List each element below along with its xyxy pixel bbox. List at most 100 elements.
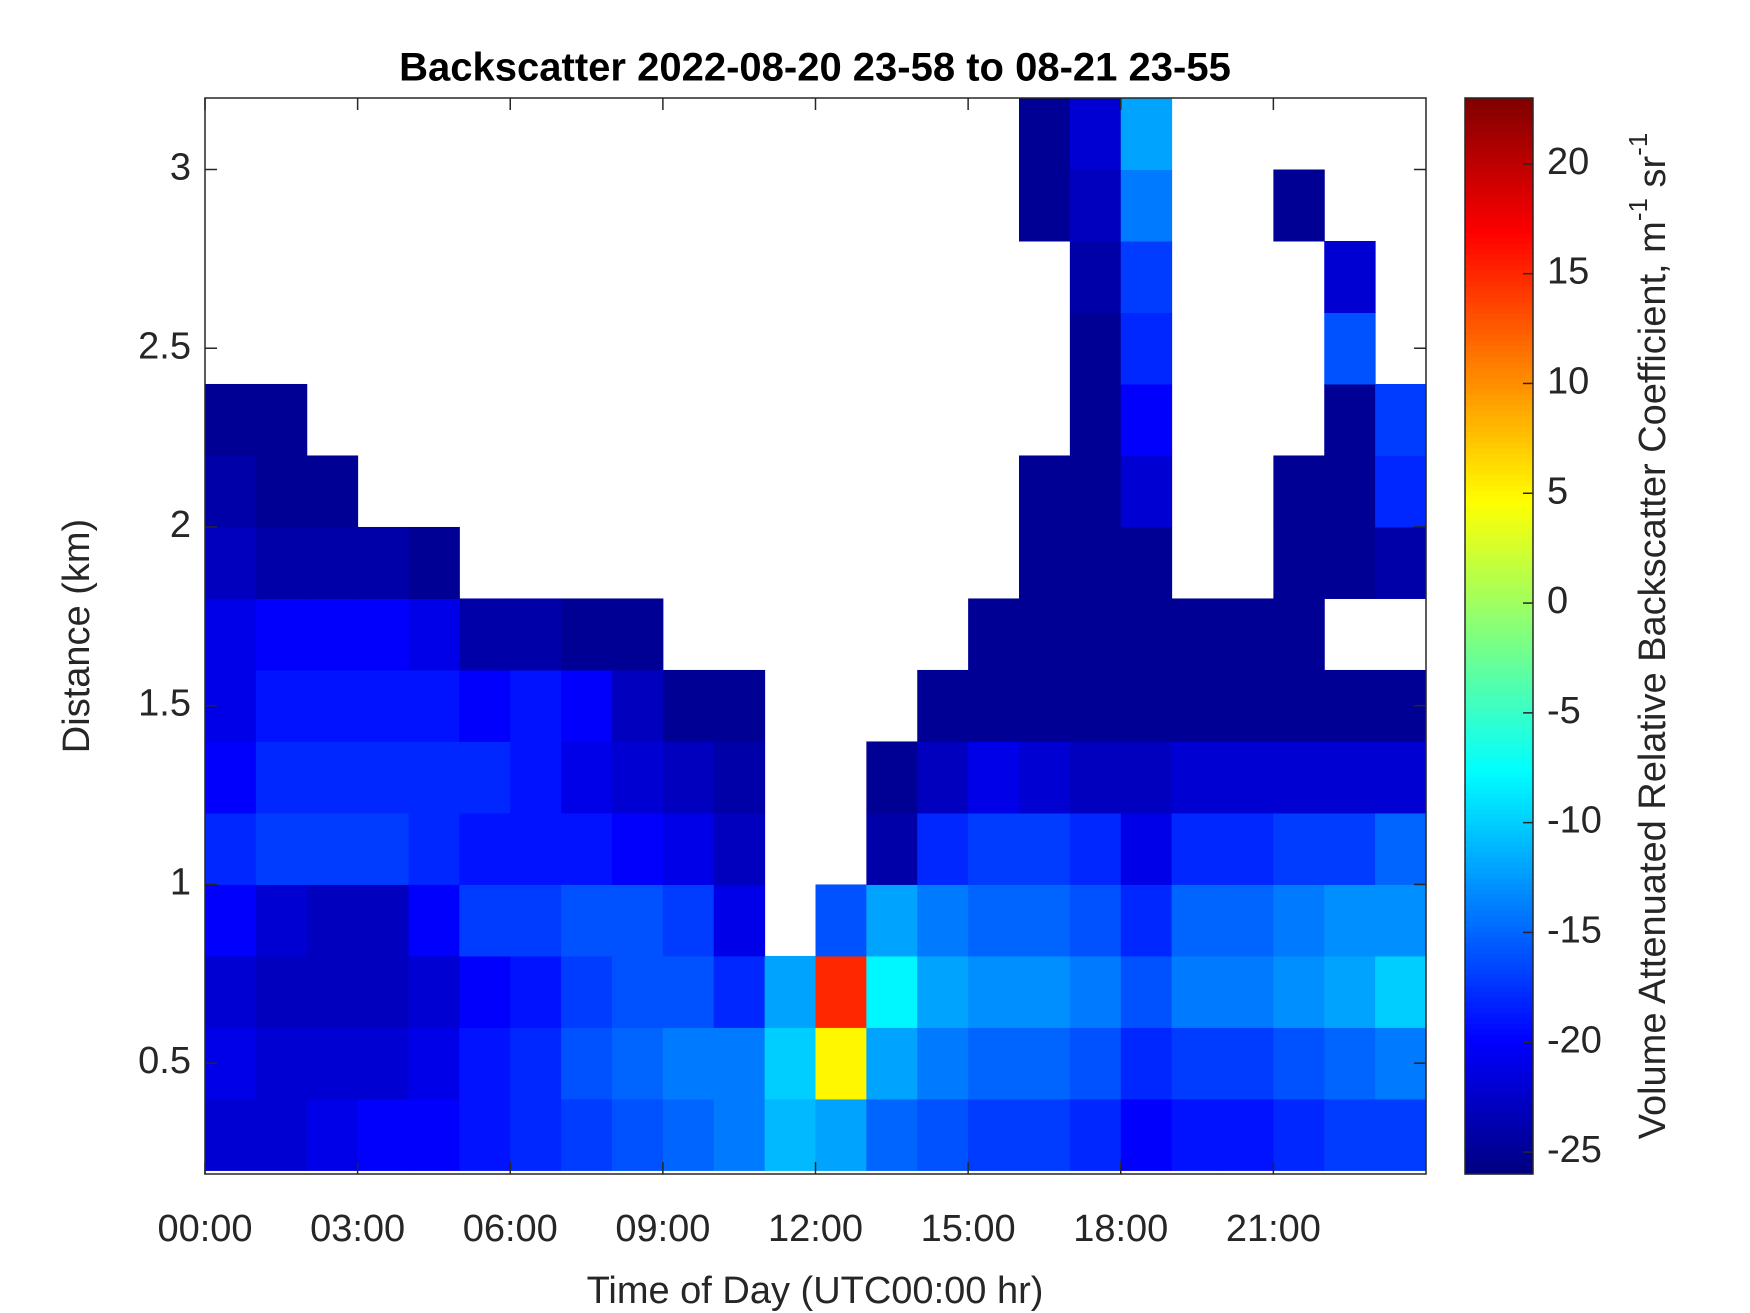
heat-cell: [1273, 955, 1325, 1028]
colorbar-tick-label: 5: [1547, 470, 1568, 512]
colorbar-step: [1465, 754, 1533, 761]
colorbar-step: [1465, 964, 1533, 971]
heat-cell: [510, 884, 562, 957]
heat-cell: [510, 955, 562, 1028]
heat-cell: [510, 669, 562, 742]
colorbar-step: [1465, 393, 1533, 400]
heat-cell: [1120, 1098, 1173, 1171]
heat-cell: [205, 455, 257, 528]
colorbar-step: [1465, 700, 1533, 707]
colorbar-step: [1465, 646, 1533, 653]
heat-cell: [255, 598, 308, 671]
heat-cell: [561, 598, 613, 671]
colorbar-step: [1465, 307, 1533, 314]
colorbar-step: [1465, 689, 1533, 696]
colorbar-step: [1465, 533, 1533, 540]
colorbar-step: [1465, 609, 1533, 616]
heat-cell: [1273, 1027, 1325, 1100]
y-tick-label: 1: [170, 861, 191, 903]
colorbar-step: [1465, 399, 1533, 406]
heatmap: [205, 98, 1426, 1171]
colorbar-step: [1465, 931, 1533, 938]
heat-cell: [713, 955, 766, 1028]
heat-cell: [662, 1098, 715, 1171]
colorbar-step: [1465, 506, 1533, 513]
colorbar-step: [1465, 603, 1533, 610]
heat-cell: [510, 598, 562, 671]
heat-cell: [1273, 741, 1325, 814]
colorbar-step: [1465, 291, 1533, 298]
heat-cell: [968, 598, 1020, 671]
heat-cell: [1375, 955, 1426, 1028]
heat-cell: [1273, 884, 1325, 957]
heat-cell: [917, 884, 969, 957]
colorbar-step: [1465, 867, 1533, 874]
heat-cell: [459, 955, 511, 1028]
heat-cell: [662, 884, 715, 957]
heat-cell: [815, 1027, 867, 1100]
heat-cell: [357, 884, 409, 957]
colorbar-step: [1465, 426, 1533, 433]
heat-cell: [1069, 169, 1122, 242]
colorbar-step: [1465, 1163, 1533, 1170]
colorbar-step: [1465, 479, 1533, 486]
colorbar-step: [1465, 921, 1533, 928]
colorbar-step: [1465, 560, 1533, 567]
colorbar-step: [1465, 323, 1533, 330]
heat-cell: [1222, 1027, 1274, 1100]
colorbar-step: [1465, 614, 1533, 621]
colorbar-step: [1465, 210, 1533, 217]
colorbar-step: [1465, 200, 1533, 207]
heat-cell: [1171, 812, 1223, 885]
colorbar-step: [1465, 829, 1533, 836]
colorbar-step: [1465, 722, 1533, 729]
colorbar-step: [1465, 996, 1533, 1003]
colorbar-step: [1465, 329, 1533, 336]
heat-cell: [1171, 1027, 1223, 1100]
heat-cell: [1019, 455, 1071, 528]
colorbar-step: [1465, 1168, 1533, 1175]
colorbar-step: [1465, 1157, 1533, 1164]
colorbar-step: [1465, 948, 1533, 955]
y-tick-label: 0.5: [138, 1040, 191, 1082]
colorbar-step: [1465, 652, 1533, 659]
colorbar-step: [1465, 108, 1533, 115]
colorbar-step: [1465, 716, 1533, 723]
colorbar-step: [1465, 114, 1533, 121]
heat-cell: [1019, 1098, 1071, 1171]
colorbar-step: [1465, 888, 1533, 895]
colorbar-step: [1465, 270, 1533, 277]
heat-cell: [917, 1098, 969, 1171]
colorbar-step: [1465, 297, 1533, 304]
colorbar-step: [1465, 878, 1533, 885]
heat-cell: [1273, 169, 1325, 242]
colorbar-step: [1465, 350, 1533, 357]
heat-cell: [1120, 312, 1173, 385]
colorbar-step: [1465, 1077, 1533, 1084]
colorbar-step: [1465, 808, 1533, 815]
heat-cell: [1069, 383, 1122, 456]
colorbar-step: [1465, 845, 1533, 852]
heat-cell: [357, 812, 409, 885]
colorbar-step: [1465, 894, 1533, 901]
heat-cell: [866, 1098, 918, 1171]
colorbar-step: [1465, 124, 1533, 131]
colorbar-step: [1465, 1152, 1533, 1159]
colorbar-step: [1465, 625, 1533, 632]
heat-cell: [1273, 526, 1325, 599]
heat-cell: [408, 669, 460, 742]
colorbar-step: [1465, 184, 1533, 191]
heat-cell: [459, 812, 511, 885]
heat-cell: [1324, 383, 1376, 456]
colorbar-step: [1465, 1061, 1533, 1067]
colorbar-step: [1465, 856, 1533, 863]
heat-cell: [1019, 1027, 1071, 1100]
colorbar-step: [1465, 1071, 1533, 1078]
colorbar-step: [1465, 313, 1533, 320]
heat-cell: [815, 1098, 867, 1171]
heat-cell: [357, 1098, 409, 1171]
colorbar-step: [1465, 334, 1533, 341]
colorbar-step: [1465, 824, 1533, 831]
heat-cell: [917, 741, 969, 814]
colorbar-step: [1465, 474, 1533, 481]
